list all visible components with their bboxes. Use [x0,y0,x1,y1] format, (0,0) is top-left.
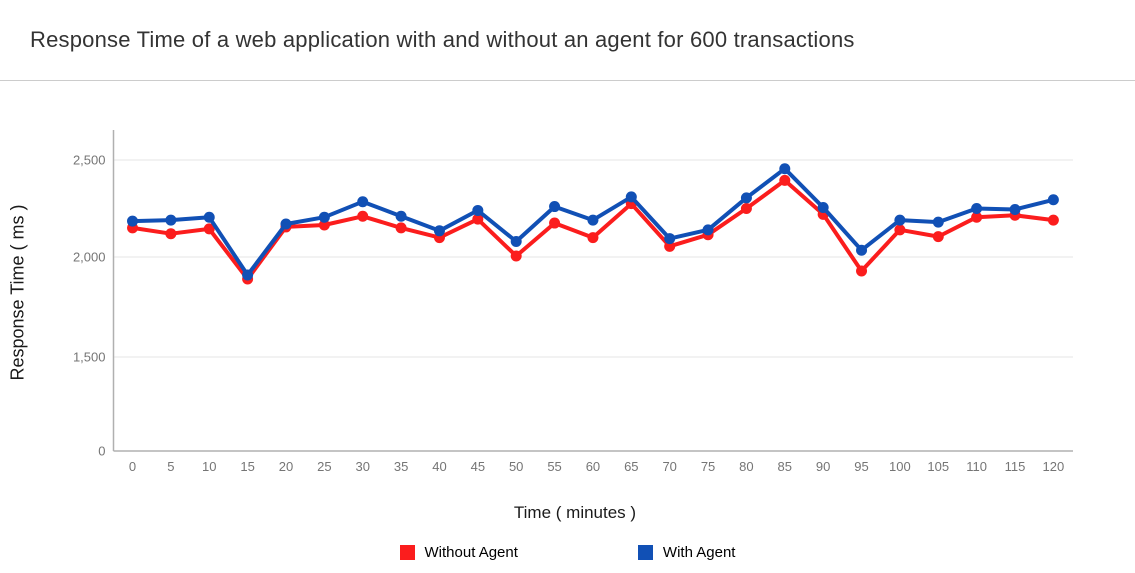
y-axis-title: Response Time ( ms ) [7,204,28,381]
data-point-without-agent-x25 [318,219,330,231]
x-tick-label-25: 25 [317,459,331,474]
data-point-with-agent-x115 [1009,203,1021,215]
data-point-without-agent-x110 [971,211,983,223]
legend-swatch-without-agent [399,544,415,560]
x-tick-label-30: 30 [355,459,369,474]
data-point-with-agent-x100 [894,214,906,226]
data-point-with-agent-x45 [472,204,484,216]
data-point-with-agent-x50 [510,235,522,247]
data-point-with-agent-x105 [932,216,944,228]
x-tick-label-90: 90 [816,459,830,474]
series-line-without-agent [132,178,1054,281]
x-tick-label-100: 100 [889,459,911,474]
legend-item-without-agent: Without Agent [399,543,518,561]
data-point-without-agent-x120 [1047,214,1059,226]
data-point-with-agent-x90 [817,202,829,214]
legend-label-without-agent: Without Agent [424,543,518,561]
chart-title: Response Time of a web application with … [30,27,855,52]
x-tick-label-40: 40 [432,459,446,474]
legend: Without Agent With Agent [0,541,1135,563]
data-point-with-agent-x40 [433,225,445,237]
x-tick-label-65: 65 [624,459,638,474]
x-tick-label-10: 10 [202,459,216,474]
x-tick-label-115: 115 [1005,459,1026,474]
data-point-with-agent-x60 [587,214,599,226]
y-tick-label-1500: 1,500 [73,350,106,365]
data-point-with-agent-x15 [242,269,254,281]
x-tick-label-35: 35 [394,459,408,474]
data-point-without-agent-x60 [587,232,599,244]
data-point-with-agent-x30 [357,196,369,208]
x-tick-label-60: 60 [586,459,600,474]
x-axis-title: Time ( minutes ) [513,503,637,522]
x-tick-label-5: 5 [167,459,174,474]
x-tick-label-105: 105 [927,459,949,474]
x-tick-label-110: 110 [966,459,987,474]
data-point-with-agent-x65 [625,191,637,203]
y-tick-label-2000: 2,000 [73,250,106,265]
header-divider [0,80,1135,81]
data-point-without-agent-x80 [740,203,752,214]
data-point-without-agent-x45 [472,213,484,225]
data-point-with-agent-x120 [1047,194,1059,206]
data-point-without-agent-x55 [549,217,561,229]
data-point-without-agent-x85 [779,174,791,186]
x-tick-label-20: 20 [279,459,293,474]
y-tick-label-2500: 2,500 [73,153,106,168]
data-point-with-agent-x10 [203,211,215,223]
data-point-with-agent-x70 [664,233,676,245]
x-tick-label-85: 85 [778,459,792,474]
data-point-with-agent-x75 [702,224,714,236]
data-point-with-agent-x0 [127,215,138,227]
data-point-with-agent-x55 [549,201,561,213]
x-tick-label-70: 70 [662,459,676,474]
legend-swatch-with-agent [637,544,653,560]
data-point-without-agent-x105 [932,231,944,243]
x-tick-label-120: 120 [1043,459,1065,474]
data-point-with-agent-x95 [856,244,868,256]
x-tick-label-45: 45 [471,459,485,474]
legend-label-with-agent: With Agent [662,543,736,561]
data-point-with-agent-x20 [280,218,292,230]
y-tick-label-0: 0 [98,444,105,459]
data-point-without-agent-x70 [664,240,676,252]
data-point-with-agent-x85 [779,163,791,175]
x-tick-label-50: 50 [509,459,523,474]
data-point-without-agent-x30 [357,210,369,222]
x-tick-label-95: 95 [854,459,868,474]
data-point-without-agent-x5 [165,228,177,240]
x-tick-label-0: 0 [129,459,136,474]
x-tick-label-15: 15 [240,459,254,474]
data-point-with-agent-x5 [165,214,177,226]
x-tick-label-55: 55 [547,459,561,474]
x-tick-label-75: 75 [701,459,715,474]
data-point-with-agent-x25 [318,211,330,223]
data-point-without-agent-x35 [395,222,407,234]
data-point-without-agent-x50 [510,250,522,262]
data-point-without-agent-x10 [203,223,215,235]
data-point-with-agent-x80 [740,192,752,204]
data-point-without-agent-x100 [894,224,906,236]
data-point-with-agent-x35 [395,210,407,222]
data-point-with-agent-x110 [971,203,983,214]
x-tick-label-80: 80 [739,459,753,474]
data-point-without-agent-x95 [856,265,868,277]
legend-item-with-agent: With Agent [637,543,736,561]
